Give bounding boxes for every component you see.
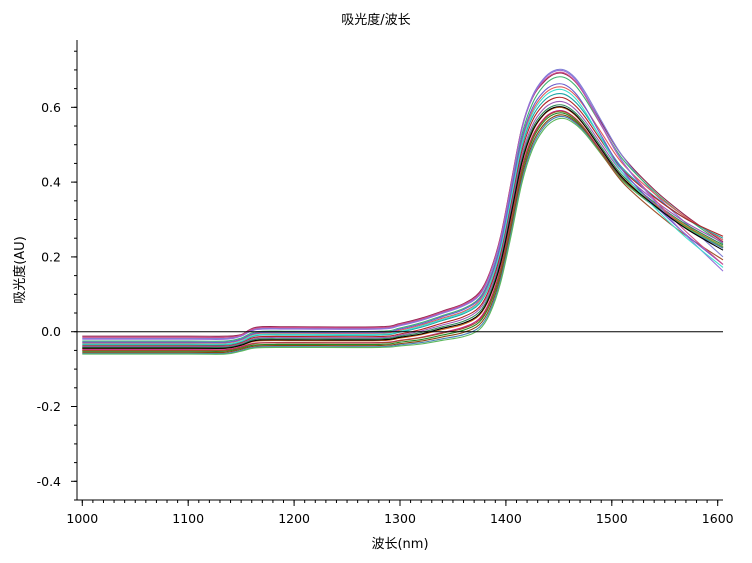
series-line-1	[82, 72, 724, 337]
series-layer	[82, 68, 724, 355]
y-axis-label: 吸光度(AU)	[12, 236, 28, 304]
series-line-7	[82, 100, 724, 348]
x-tick-label: 1600	[702, 511, 734, 526]
series-line-13	[82, 115, 724, 355]
series-line-5	[82, 92, 724, 346]
series-line-4	[82, 86, 724, 344]
axes-layer: -0.4 -0.2 0.0 0.2 0.4 0.6 1000 1100 1200 1300 1400…	[37, 40, 734, 526]
chart-title: 吸光度/波长	[341, 12, 410, 28]
x-axis-label: 波长(nm)	[371, 537, 428, 552]
x-tick-label: 1100	[172, 511, 204, 526]
series-line-14	[82, 117, 724, 355]
series-line-15	[82, 110, 724, 352]
series-line-17	[82, 71, 724, 339]
series-line-16	[82, 83, 724, 343]
series-line-12	[82, 114, 724, 354]
y-tick-label: -0.4	[37, 474, 61, 489]
series-line-8	[82, 104, 724, 349]
y-tick-label: 0.0	[41, 324, 61, 339]
series-line-20	[82, 106, 724, 349]
series-line-11	[82, 112, 724, 352]
series-line-18	[82, 69, 724, 340]
series-line-19	[82, 88, 724, 345]
series-line-9	[82, 106, 724, 350]
y-tick-label: 0.4	[41, 175, 61, 190]
series-line-10	[82, 109, 724, 351]
y-tick-label: 0.2	[41, 249, 61, 264]
series-line-6	[82, 96, 724, 347]
x-tick-label: 1400	[490, 511, 522, 526]
x-tick-label: 1500	[596, 511, 628, 526]
x-tick-label: 1200	[278, 511, 310, 526]
series-line-3	[82, 76, 724, 342]
x-tick-label: 1000	[66, 511, 98, 526]
series-line-2	[82, 68, 724, 340]
x-tick-label: 1300	[384, 511, 416, 526]
y-tick-label: 0.6	[41, 100, 61, 115]
y-tick-label: -0.2	[37, 399, 61, 414]
